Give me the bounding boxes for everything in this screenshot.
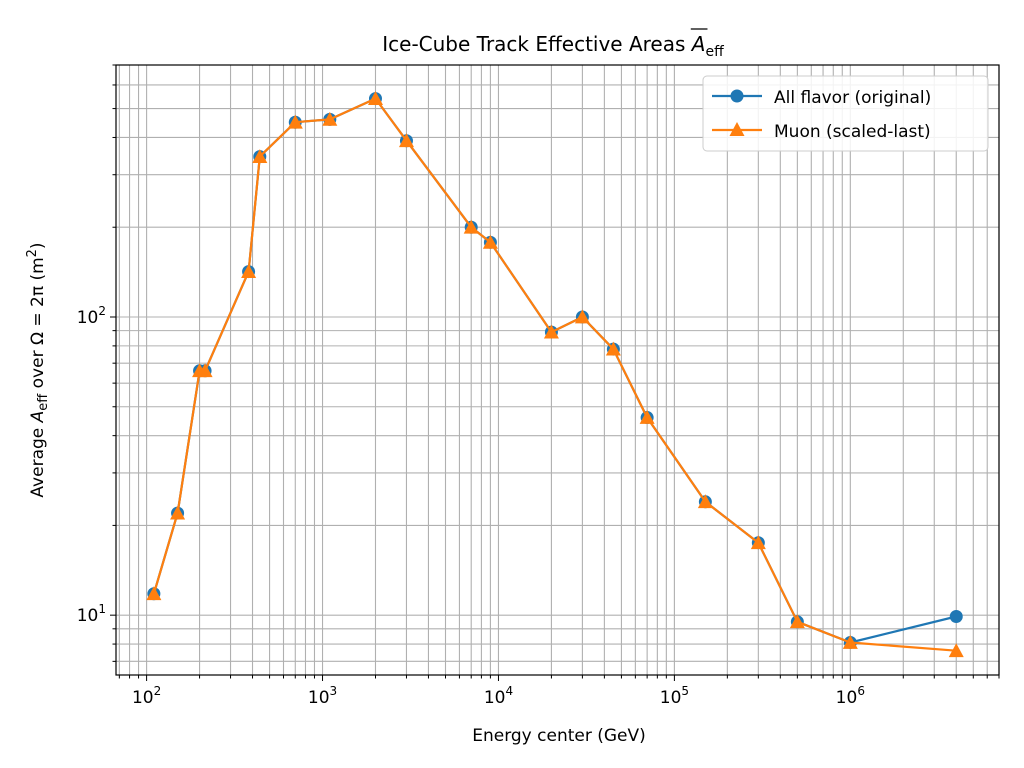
grid: [116, 64, 1000, 675]
axis-ticks: 102 103 104 105 106 101 102: [77, 64, 1000, 708]
data-point: [367, 91, 383, 105]
x-tick-label: 102: [132, 684, 161, 708]
legend-label-all-flavor: All flavor (original): [774, 88, 931, 108]
data-point: [574, 309, 590, 324]
data-point: [948, 643, 964, 658]
x-axis-label: Energy center (GeV): [472, 726, 646, 746]
data-point: [170, 505, 186, 520]
data-point: [287, 114, 303, 129]
x-tick-label: 105: [660, 684, 689, 708]
data-point: [322, 111, 338, 126]
legend: All flavor (original) Muon (scaled-last): [702, 75, 989, 152]
data-point: [482, 234, 498, 249]
data-point: [842, 634, 858, 649]
y-axis-label: Average Aeff over Ω = 2π (m2): [25, 242, 51, 497]
series-layer: [146, 91, 964, 658]
x-tick-label: 103: [308, 684, 337, 708]
data-point: [639, 410, 655, 424]
legend-box: [702, 75, 989, 152]
data-point: [789, 614, 805, 629]
legend-marker-muon: [729, 122, 745, 136]
y-tick-label: 101: [77, 602, 106, 626]
x-tick-label: 106: [836, 684, 865, 708]
chart-title: Ice-Cube Track Effective Areas Aeff: [382, 32, 724, 60]
data-point: [697, 494, 713, 509]
data-point: [241, 264, 257, 278]
legend-label-muon: Muon (scaled-last): [774, 122, 931, 142]
x-tick-label: 104: [484, 684, 513, 708]
data-point: [543, 324, 559, 339]
legend-marker-all-flavor: [730, 89, 744, 103]
data-point: [605, 341, 621, 356]
data-point: [750, 535, 766, 550]
y-tick-label: 102: [77, 304, 106, 328]
data-point: [252, 149, 268, 163]
data-point: [197, 363, 213, 378]
data-point: [463, 219, 479, 234]
data-point: [398, 133, 414, 148]
data-point: [949, 609, 963, 623]
data-point: [146, 586, 162, 601]
plot-frame: [115, 64, 1000, 676]
